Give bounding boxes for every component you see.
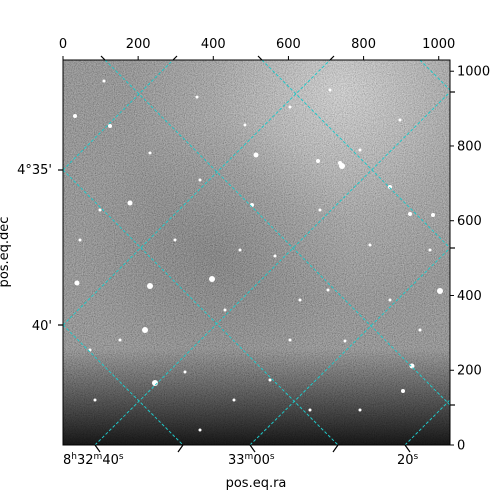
x-tick-label: 400 (201, 37, 226, 52)
world-tick-mark (329, 55, 335, 61)
star (127, 200, 133, 206)
star (108, 124, 112, 128)
star (343, 339, 347, 343)
star (388, 185, 392, 189)
star (238, 248, 242, 252)
star (209, 276, 215, 282)
y-tick-label: 600 (457, 214, 482, 229)
ra-tick-label-1: 8h32m40s (63, 452, 124, 468)
star (74, 280, 80, 286)
star (401, 389, 405, 393)
ra-tick-label-2: 33m00s (228, 452, 275, 468)
stars-layer (73, 79, 443, 432)
world-tick-mark (94, 444, 101, 453)
star (338, 161, 342, 165)
star (142, 327, 148, 333)
star (253, 152, 259, 158)
grid-line (104, 60, 450, 406)
y-tick-label: 0 (457, 439, 465, 454)
star (78, 238, 82, 242)
world-axis-ticks (58, 55, 455, 453)
star (198, 428, 202, 432)
world-tick-mark (257, 55, 263, 61)
y-axis-label: pos.eq.dec (0, 217, 12, 288)
star (273, 254, 277, 258)
star (358, 408, 362, 412)
star (268, 378, 272, 382)
star (288, 105, 292, 109)
world-tick-mark (172, 55, 178, 61)
star (243, 123, 247, 127)
x-tick-label: 800 (351, 37, 376, 52)
y-tick-label: 200 (457, 364, 482, 379)
star (308, 408, 312, 412)
dec-tick-label-1: 4°35' (17, 163, 52, 178)
dec-tick-label-2: 40' (32, 319, 52, 334)
star (173, 238, 177, 242)
star (398, 118, 402, 122)
star (358, 148, 362, 152)
star (408, 212, 412, 216)
star (195, 95, 199, 99)
star (223, 308, 227, 312)
world-tick-mark (100, 55, 106, 61)
grid-line (261, 60, 450, 249)
star (428, 248, 432, 252)
star (147, 283, 153, 289)
grid-line (63, 60, 331, 326)
coordinate-grid (63, 60, 450, 445)
star (93, 398, 97, 402)
grid-line (94, 91, 450, 445)
star (328, 88, 332, 92)
grid-line (419, 60, 450, 91)
world-tick-mark (332, 444, 339, 453)
ra-tick-label-3: 20s (397, 452, 419, 468)
grid-line (63, 60, 174, 171)
x-tick-label: 1000 (422, 37, 455, 52)
star (148, 151, 152, 155)
star (418, 328, 422, 332)
star (183, 370, 187, 374)
world-tick-mark (404, 444, 411, 453)
star (318, 208, 322, 212)
star (102, 79, 106, 83)
x-tick-label: 200 (126, 37, 151, 52)
star (326, 288, 330, 292)
y-tick-label: 1000 (457, 65, 490, 80)
star (118, 338, 122, 342)
star (388, 298, 392, 302)
star (431, 213, 435, 217)
star (198, 178, 202, 182)
star (437, 288, 443, 294)
sky-image (63, 60, 450, 445)
star (73, 114, 77, 118)
star (316, 159, 320, 163)
pixel-y-axis: 0 200 400 600 800 1000 (450, 65, 490, 454)
grid-line (63, 324, 184, 445)
grid-line (404, 399, 450, 445)
star (288, 338, 292, 342)
pixel-x-axis: 0 200 400 600 800 1000 (59, 37, 455, 60)
y-tick-label: 400 (457, 289, 482, 304)
star (368, 243, 372, 247)
x-tick-label: 0 (59, 37, 67, 52)
world-tick-mark (249, 444, 256, 453)
world-tick-mark (177, 444, 184, 453)
grid-line (249, 247, 450, 445)
star (232, 398, 236, 402)
y-tick-label: 800 (457, 139, 482, 154)
plot-frame (62, 59, 451, 446)
star (298, 298, 302, 302)
x-tick-label: 600 (276, 37, 301, 52)
x-axis-label: pos.eq.ra (226, 476, 287, 491)
star (409, 363, 415, 369)
star (98, 208, 102, 212)
